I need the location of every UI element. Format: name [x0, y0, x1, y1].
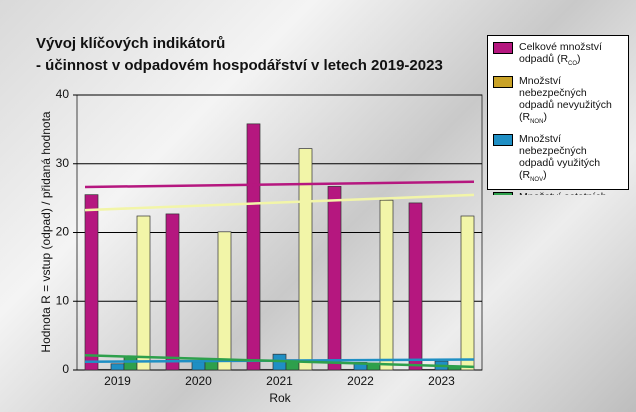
bar — [165, 213, 180, 371]
bar — [327, 186, 342, 371]
y-tick-label: 0 — [62, 362, 69, 376]
bar — [298, 148, 313, 371]
legend-text: Množství nebezpečných odpadů nevyužitých… — [519, 75, 612, 124]
bar — [246, 123, 261, 371]
trend-line — [84, 180, 475, 189]
y-axis-label: Hodnota R = vstup (odpad) / přidaná hodn… — [39, 111, 53, 352]
legend-subscript: NOV — [530, 177, 544, 184]
legend-text: ) — [543, 111, 547, 124]
legend-label: Celkové množství odpadů (RCO) — [519, 41, 624, 70]
bar — [178, 368, 193, 371]
legend-subscript: CO — [568, 61, 578, 68]
chart-title: - účinnost v odpadovém hospodářství v le… — [36, 57, 443, 74]
bar — [340, 368, 355, 371]
x-axis-label: Rok — [269, 391, 291, 405]
legend-text: Celkové množství odpadů (R — [519, 41, 602, 65]
trend-line — [84, 354, 475, 369]
bar — [84, 194, 99, 371]
x-tick-label: 2019 — [104, 374, 131, 388]
bar — [460, 215, 475, 371]
y-tick-label: 20 — [56, 225, 70, 239]
bar — [259, 368, 274, 371]
legend-swatch — [493, 42, 513, 54]
legend-swatch — [493, 76, 513, 89]
chart-title: Vývoj klíčových indikátorů — [36, 35, 225, 52]
y-tick-label: 10 — [56, 293, 70, 307]
legend-swatch — [493, 192, 513, 195]
legend-text: ) — [577, 53, 581, 65]
bar — [97, 368, 112, 371]
legend-text: Množství nebezpečných odpadů využitých (… — [519, 133, 601, 182]
legend-swatch — [493, 134, 513, 147]
legend-item: Celkové množství odpadů (RCO) — [493, 41, 624, 70]
bar — [408, 202, 423, 371]
x-tick-label: 2020 — [185, 374, 212, 388]
legend-label: Množství nebezpečných odpadů využitých (… — [519, 133, 624, 186]
legend-item: Množství nebezpečných odpadů využitých (… — [493, 133, 624, 186]
legend-item: Množství ostatních odpadů nevyužitých (R… — [493, 191, 624, 195]
legend-subscript: NON — [530, 119, 544, 126]
legend-item: Množství nebezpečných odpadů nevyužitých… — [493, 75, 624, 128]
x-tick-label: 2023 — [428, 374, 455, 388]
bar — [136, 215, 151, 371]
bar — [421, 368, 436, 371]
legend-label: Množství nebezpečných odpadů nevyužitých… — [519, 75, 624, 128]
x-tick-label: 2021 — [266, 374, 293, 388]
trend-line — [84, 193, 475, 212]
legend: Celkové množství odpadů (RCO) Množství ne… — [487, 35, 629, 195]
legend-text: ) — [543, 169, 547, 182]
bar — [379, 199, 394, 371]
bar — [110, 363, 125, 371]
legend-label: Množství ostatních odpadů nevyužitých (R… — [519, 191, 624, 195]
bar — [191, 361, 206, 371]
legend-box: Celkové množství odpadů (RCO)Množství ne… — [487, 35, 629, 195]
y-tick-label: 40 — [56, 87, 70, 101]
y-tick-label: 30 — [56, 156, 70, 170]
x-tick-label: 2022 — [347, 374, 374, 388]
legend-text: Množství ostatních odpadů nevyužitých (R — [519, 191, 612, 195]
bar — [217, 231, 232, 371]
bar — [123, 355, 138, 371]
